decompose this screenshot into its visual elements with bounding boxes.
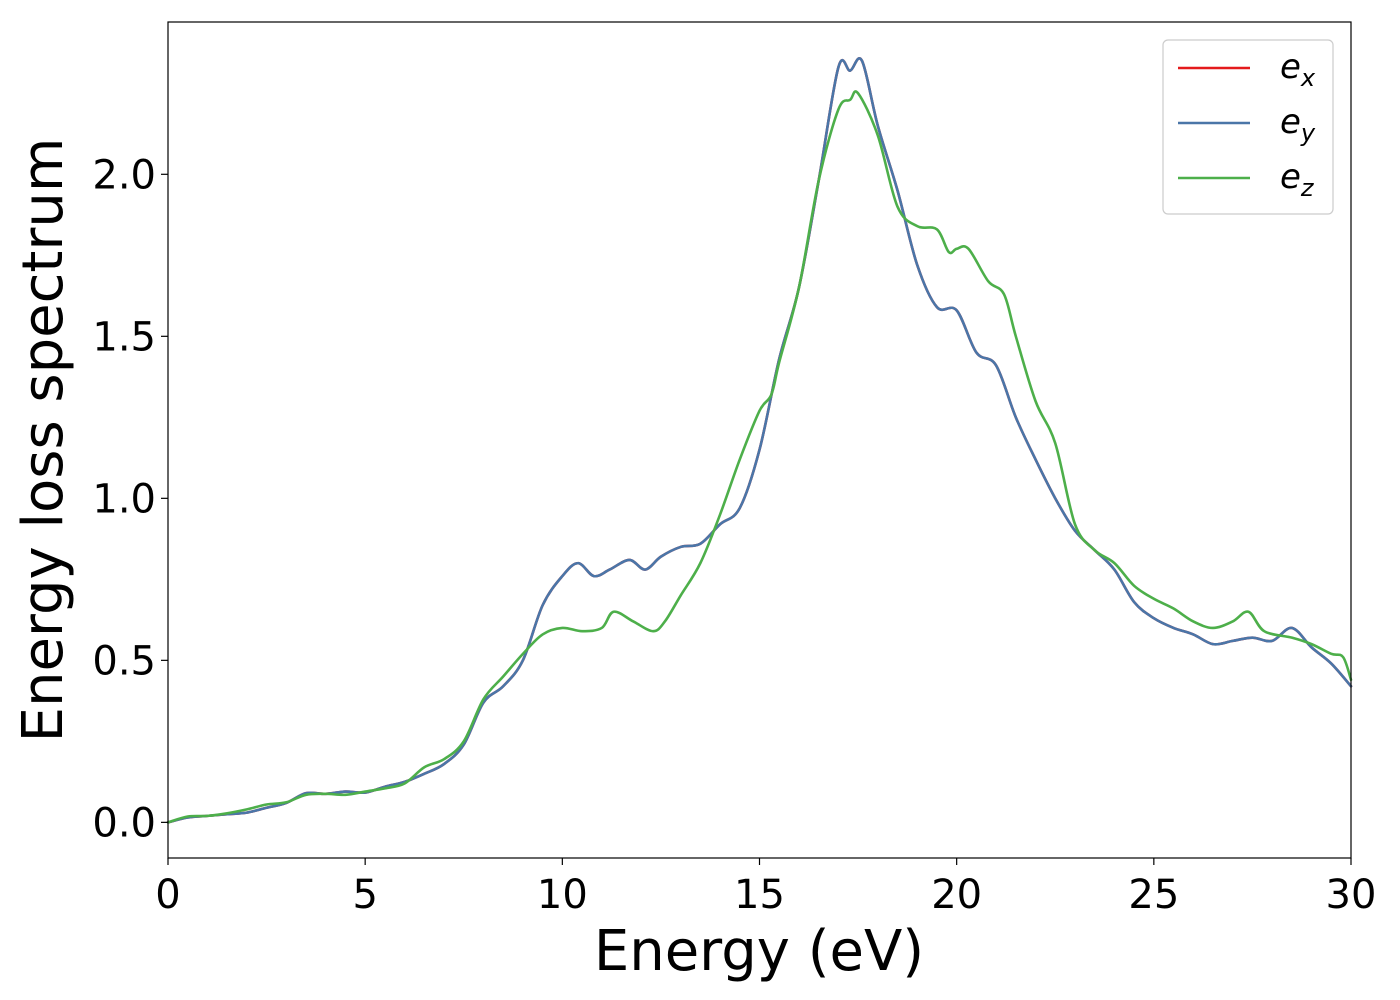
x-tick-label: 25 bbox=[1128, 872, 1179, 918]
x-axis-ticks: 0 5 10 15 20 25 30 bbox=[155, 858, 1376, 918]
y-tick-label: 0.0 bbox=[92, 800, 156, 846]
y-tick-label: 2.0 bbox=[92, 152, 156, 198]
y-axis-label: Energy loss spectrum bbox=[11, 138, 76, 743]
x-tick-label: 30 bbox=[1326, 872, 1377, 918]
y-tick-label: 0.5 bbox=[92, 638, 156, 684]
series-line-ez bbox=[166, 90, 1353, 824]
series-layer bbox=[166, 57, 1353, 824]
x-tick-label: 15 bbox=[734, 872, 785, 918]
y-tick-label: 1.5 bbox=[92, 314, 156, 360]
x-tick-label: 20 bbox=[931, 872, 982, 918]
x-tick-label: 0 bbox=[155, 872, 180, 918]
legend-box bbox=[1162, 39, 1334, 215]
x-axis-label: Energy (eV) bbox=[594, 919, 924, 984]
x-tick-label: 10 bbox=[537, 872, 588, 918]
legend-label-ey: ey bbox=[1280, 102, 1316, 147]
legend-label-ex: ex bbox=[1280, 47, 1316, 92]
y-tick-label: 1.0 bbox=[92, 476, 156, 522]
y-axis-ticks: 0.0 0.5 1.0 1.5 2.0 bbox=[92, 152, 168, 846]
x-tick-label: 5 bbox=[352, 872, 377, 918]
